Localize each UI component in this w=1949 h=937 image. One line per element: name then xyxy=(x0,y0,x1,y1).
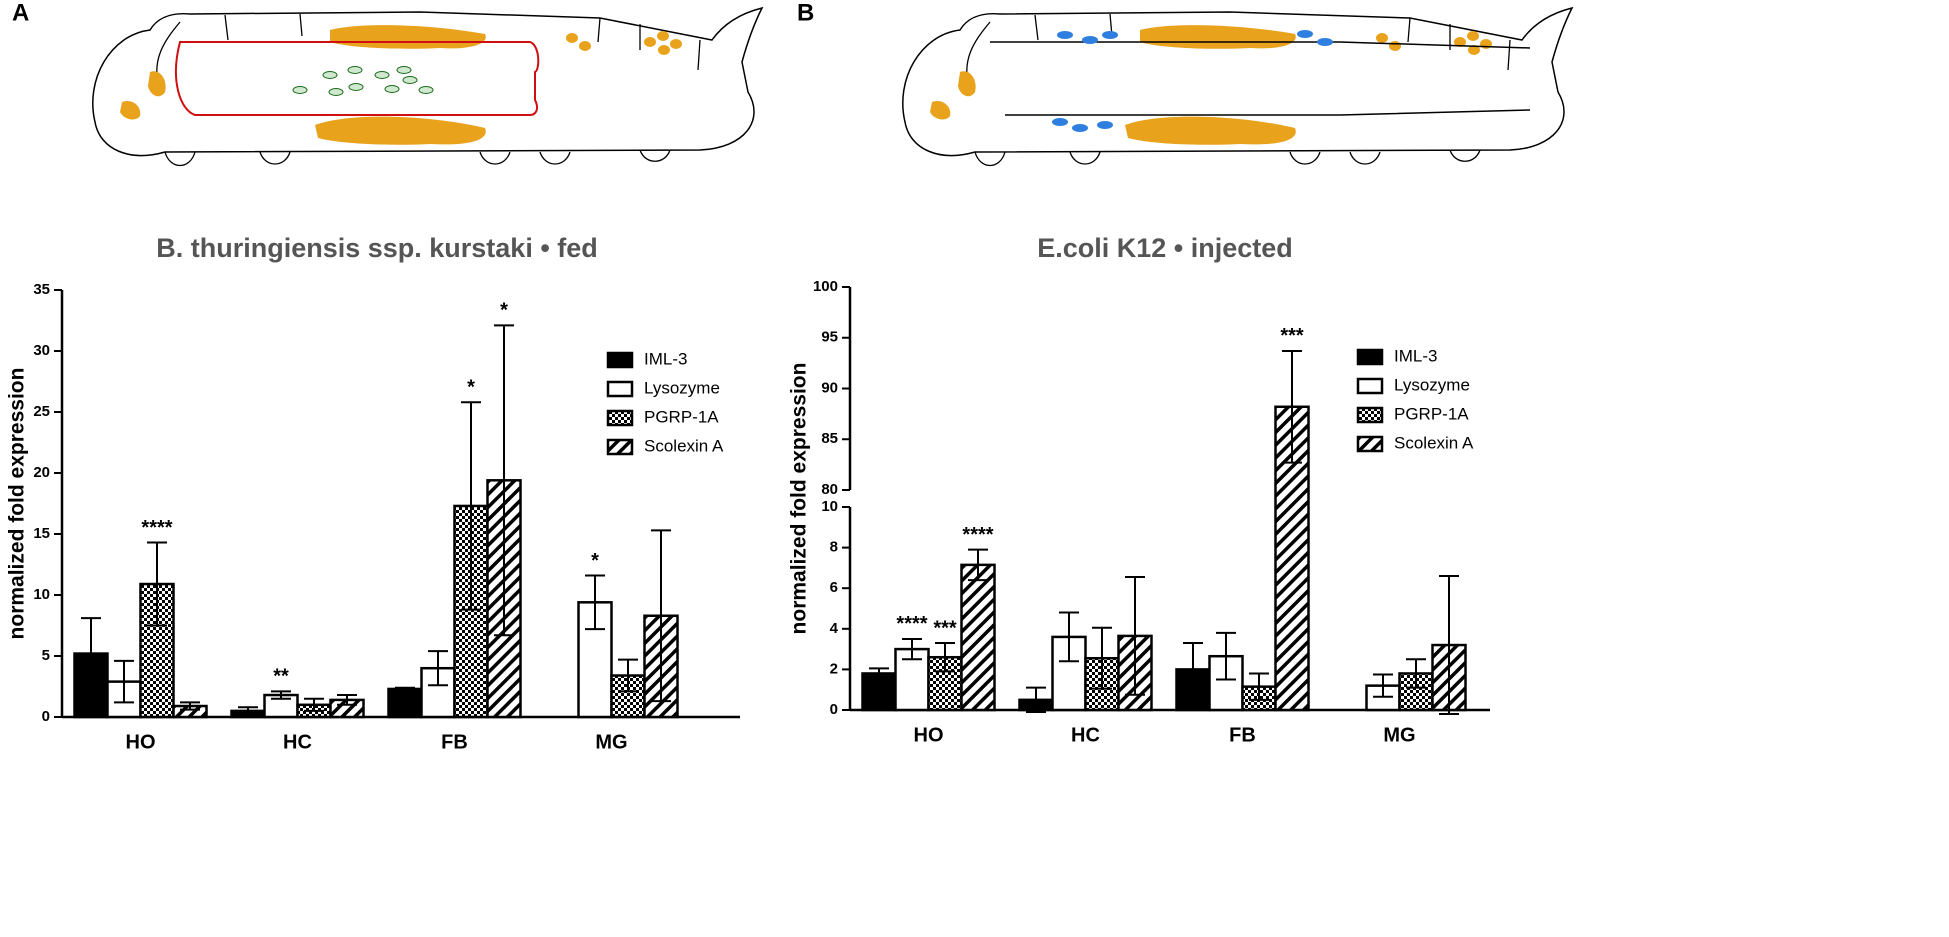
panel-label: A xyxy=(12,0,29,26)
bar xyxy=(387,687,423,719)
y-tick-label: 20 xyxy=(33,464,50,481)
x-tick-label: MG xyxy=(1383,724,1415,746)
error-bar xyxy=(1059,611,1079,663)
error-bar xyxy=(271,690,291,700)
error-bar xyxy=(428,650,448,687)
error-bar xyxy=(494,324,514,637)
y-tick-label: 90 xyxy=(821,379,838,396)
bar xyxy=(960,563,996,712)
legend-swatch xyxy=(606,351,634,369)
y-tick-label: 2 xyxy=(830,660,838,677)
y-tick-label: 15 xyxy=(33,525,50,542)
significance-label: * xyxy=(500,300,508,322)
error-bar xyxy=(337,694,357,706)
legend-swatch xyxy=(1356,348,1384,366)
error-bar xyxy=(585,574,605,631)
error-bar xyxy=(180,701,200,711)
legend-label: PGRP-1A xyxy=(1394,404,1469,423)
error-bar xyxy=(461,401,481,611)
x-tick-label: HC xyxy=(1071,724,1100,746)
significance-label: **** xyxy=(141,517,172,539)
significance-label: *** xyxy=(1280,325,1304,347)
y-tick-label: 6 xyxy=(830,579,838,596)
y-tick-label: 10 xyxy=(821,498,838,515)
error-bar xyxy=(935,642,955,673)
x-tick-label: HC xyxy=(283,731,312,753)
legend-label: Scolexin A xyxy=(644,436,724,455)
y-tick-label: 25 xyxy=(33,403,50,420)
panel-label: B xyxy=(797,0,814,26)
error-bar xyxy=(395,686,415,692)
illustration-a xyxy=(92,7,763,167)
y-tick-label: 85 xyxy=(821,430,838,447)
error-bar xyxy=(1216,631,1236,681)
bar xyxy=(861,672,897,712)
error-bar xyxy=(1026,686,1046,714)
x-tick-label: FB xyxy=(441,731,468,753)
y-tick-label: 0 xyxy=(42,708,50,725)
legend-label: IML-3 xyxy=(644,349,687,368)
error-bar xyxy=(114,659,134,704)
x-tick-label: MG xyxy=(595,731,627,753)
error-bar xyxy=(238,706,258,716)
legend-label: Lysozyme xyxy=(644,378,720,397)
legend-swatch xyxy=(606,438,634,456)
significance-label: *** xyxy=(933,617,957,639)
significance-label: * xyxy=(591,550,599,572)
y-tick-label: 4 xyxy=(830,620,839,637)
legend-label: Lysozyme xyxy=(1394,375,1470,394)
error-bar xyxy=(968,548,988,582)
illustration-b xyxy=(902,7,1573,167)
chart-title: E.coli K12 • injected xyxy=(1037,233,1293,263)
y-tick-label: 0 xyxy=(830,701,838,718)
legend-label: IML-3 xyxy=(1394,346,1437,365)
significance-label: ** xyxy=(273,666,289,688)
legend-swatch xyxy=(1356,377,1384,395)
significance-label: **** xyxy=(896,613,927,635)
legend-swatch xyxy=(606,409,634,427)
chart-title: B. thuringiensis ssp. kurstaki • fed xyxy=(156,233,598,263)
error-bar xyxy=(1439,575,1459,716)
legend-swatch xyxy=(1356,435,1384,453)
x-tick-label: HO xyxy=(914,724,944,746)
legend-swatch xyxy=(1356,406,1384,424)
error-bar xyxy=(1092,626,1112,690)
legend-swatch xyxy=(606,380,634,398)
y-tick-label: 5 xyxy=(42,647,50,664)
error-bar xyxy=(81,617,101,690)
error-bar xyxy=(618,658,638,693)
error-bar xyxy=(1282,349,1302,464)
error-bar xyxy=(651,529,671,703)
x-tick-label: FB xyxy=(1229,724,1256,746)
y-tick-label: 80 xyxy=(821,481,838,498)
y-tick-label: 8 xyxy=(830,539,838,556)
legend-label: PGRP-1A xyxy=(644,407,719,426)
error-bar xyxy=(1183,642,1203,697)
y-tick-label: 100 xyxy=(813,278,838,295)
error-bar xyxy=(869,667,889,680)
y-tick-label: 10 xyxy=(33,586,50,603)
error-bar xyxy=(1125,576,1145,696)
y-axis-label: normalized fold expression xyxy=(788,363,811,635)
error-bar xyxy=(304,697,324,712)
error-bar xyxy=(1249,672,1269,701)
y-tick-label: 95 xyxy=(821,329,838,346)
significance-label: **** xyxy=(962,524,993,546)
error-bar xyxy=(902,637,922,661)
y-tick-label: 35 xyxy=(33,281,50,298)
y-axis-label: normalized fold expression xyxy=(6,368,29,640)
x-tick-label: HO xyxy=(126,731,156,753)
error-bar xyxy=(1373,673,1393,698)
significance-label: * xyxy=(467,377,475,399)
error-bar xyxy=(1406,658,1426,689)
legend-label: Scolexin A xyxy=(1394,433,1474,452)
error-bar xyxy=(147,541,167,627)
y-tick-label: 30 xyxy=(33,342,50,359)
